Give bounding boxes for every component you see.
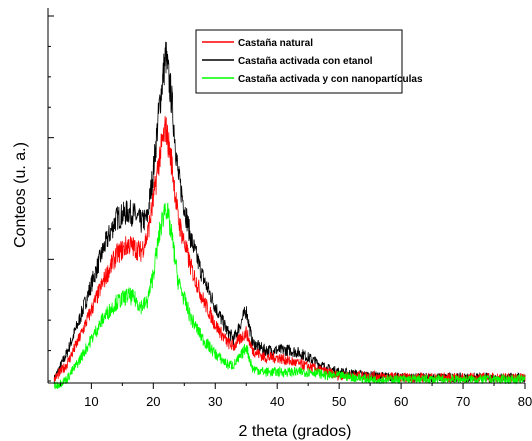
y-ticks (48, 15, 54, 382)
x-axis-title: 2 theta (grados) (239, 423, 352, 440)
x-tick-label: 70 (456, 394, 470, 409)
x-tick-label: 20 (146, 394, 160, 409)
legend-item-castana-etanol-label: Castaña activada con etanol (238, 56, 373, 67)
legend-items: Castaña natural Castaña activada con etan… (202, 38, 423, 85)
series-layer (53, 41, 526, 390)
legend-item-castana-nano-label: Castaña activada y con nanopartículas (238, 74, 423, 85)
x-ticks: 10 20 30 40 50 60 70 80 (59, 383, 532, 409)
x-tick-label: 80 (518, 394, 532, 409)
legend-box (195, 29, 403, 94)
y-axis-title: Conteos (u. a.) (12, 142, 29, 248)
x-tick-label: 60 (394, 394, 408, 409)
series-castana-etanol (53, 41, 526, 384)
series-castana-nano (54, 202, 526, 390)
series-castana-natural (53, 116, 526, 384)
x-tick-label: 40 (270, 394, 284, 409)
x-tick-label: 10 (84, 394, 98, 409)
legend: Castaña natural Castaña activada con etan… (195, 29, 423, 94)
x-tick-label: 30 (208, 394, 222, 409)
legend-item-castana-natural-label: Castaña natural (238, 38, 313, 49)
x-tick-label: 50 (332, 394, 346, 409)
